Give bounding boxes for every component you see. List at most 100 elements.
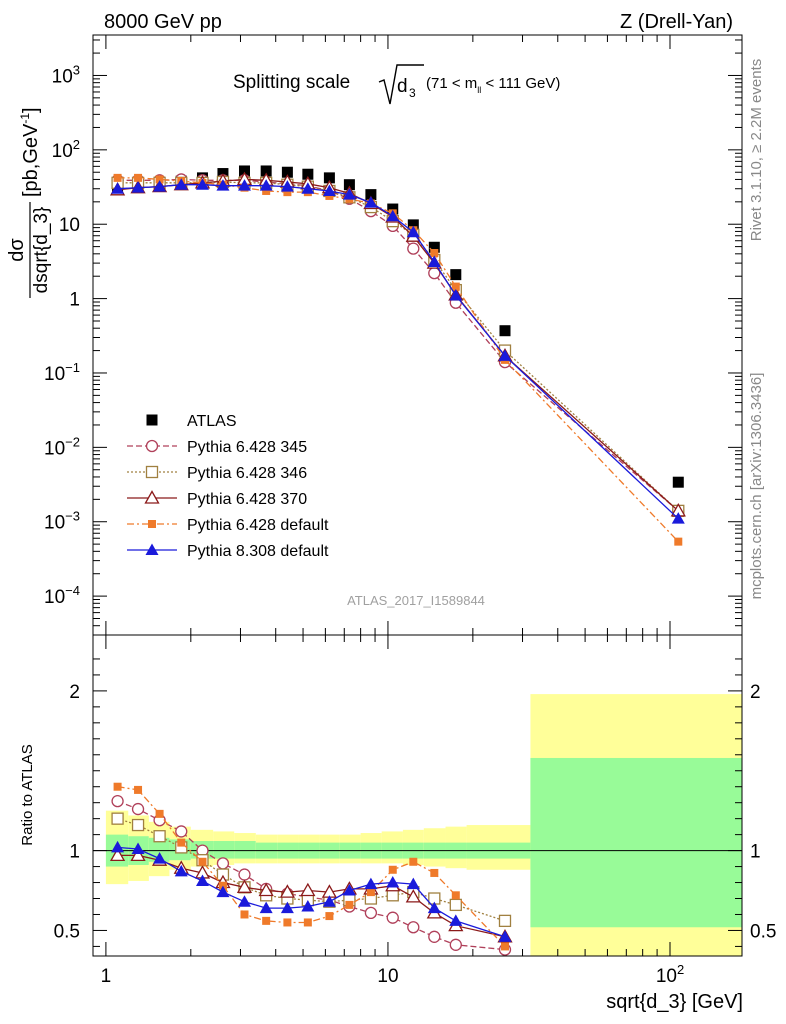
legend-entry: Pythia 6.428 346 bbox=[127, 465, 307, 482]
data-point bbox=[450, 269, 462, 281]
ratio-point bbox=[301, 899, 315, 912]
y-tick-label: 103 bbox=[52, 62, 80, 87]
ratio-point bbox=[238, 868, 251, 881]
data-point bbox=[302, 168, 314, 180]
sqrt-symbol bbox=[378, 64, 424, 105]
ratio-point bbox=[130, 847, 146, 862]
ratio-y-label: Ratio to ATLAS bbox=[19, 744, 36, 845]
ratio-point bbox=[449, 914, 463, 926]
ratio-point bbox=[111, 812, 124, 825]
mc-point bbox=[407, 242, 420, 255]
x-axis-label: sqrt{d_3} [GeV] bbox=[606, 991, 743, 1013]
ratio-point bbox=[364, 877, 378, 890]
ratio-point bbox=[498, 914, 512, 928]
ratio-point bbox=[262, 916, 271, 925]
ratio-frame bbox=[92, 634, 743, 957]
legend-entry: Pythia 6.428 370 bbox=[127, 490, 307, 508]
ratio-point bbox=[258, 882, 274, 897]
ratio-y-tick-label-right: 2 bbox=[750, 682, 761, 703]
ratio-point bbox=[131, 842, 145, 854]
y-tick-label: 10−1 bbox=[44, 360, 80, 385]
legend: ATLAS Pythia 6.428 345 Pythia 6.428 346 Pyt… bbox=[127, 413, 329, 560]
mc-point bbox=[155, 175, 164, 184]
ratio-point bbox=[109, 847, 126, 862]
mc-point bbox=[406, 225, 420, 238]
legend-label: Pythia 6.428 345 bbox=[187, 439, 307, 456]
title-math-sub: 3 bbox=[409, 86, 416, 100]
y-tick-label: 102 bbox=[52, 137, 80, 162]
y-label-denominator: dsqrt{d_3} bbox=[31, 207, 52, 294]
ratio-point bbox=[175, 825, 188, 838]
mc-point bbox=[237, 179, 251, 191]
ratio-point bbox=[198, 857, 207, 866]
mc-point bbox=[131, 181, 145, 193]
ratio-y-tick-label: 2 bbox=[69, 682, 80, 703]
ratio-point bbox=[325, 912, 334, 921]
series-layer bbox=[109, 165, 686, 956]
mc-point bbox=[671, 512, 685, 524]
legend-marker bbox=[145, 465, 159, 479]
ratio-point bbox=[280, 901, 294, 914]
data-point bbox=[387, 203, 399, 215]
mc-point bbox=[386, 209, 400, 222]
legend-entry: Pythia 6.428 default bbox=[127, 517, 329, 534]
data-point bbox=[365, 189, 377, 201]
ratio-point bbox=[111, 840, 125, 853]
ratio-point bbox=[113, 782, 122, 791]
ratio-point bbox=[303, 918, 312, 927]
ratio-point bbox=[322, 895, 336, 907]
inner-band-bin bbox=[530, 757, 742, 928]
ratio-point bbox=[153, 830, 166, 843]
ratio-point bbox=[134, 785, 143, 794]
y-tick-label: 10−4 bbox=[44, 583, 80, 608]
ratio-point bbox=[449, 938, 462, 951]
legend-marker bbox=[145, 439, 159, 453]
x-tick-label: 10 bbox=[377, 966, 398, 987]
ratio-point bbox=[364, 906, 378, 920]
ratio-point bbox=[300, 882, 316, 897]
mc-point bbox=[430, 249, 439, 258]
mc-point bbox=[283, 188, 292, 197]
plot-title: Splitting scale d 3 (71 < mll < 111 GeV) bbox=[233, 64, 560, 105]
y-label-numerator: dσ bbox=[6, 238, 28, 262]
ratio-point bbox=[342, 884, 356, 896]
data-point bbox=[238, 165, 250, 177]
ratio-point bbox=[428, 930, 441, 943]
ratio-point bbox=[409, 857, 418, 866]
ratio-point bbox=[451, 891, 460, 900]
ratio-point bbox=[386, 876, 400, 888]
ratio-point bbox=[237, 895, 251, 907]
ratio-point bbox=[177, 838, 186, 847]
ratio-uncertainty-bands bbox=[93, 694, 742, 956]
ratio-y-tick-label-right: 0.5 bbox=[750, 921, 776, 942]
ratio-point bbox=[131, 818, 145, 832]
legend-entry: Pythia 8.308 default bbox=[127, 543, 329, 560]
ratio-point bbox=[366, 888, 375, 897]
legend-label: Pythia 6.428 default bbox=[187, 517, 329, 534]
inner-band-bin bbox=[213, 841, 235, 859]
mc-point bbox=[153, 180, 167, 192]
mc-point bbox=[113, 173, 122, 182]
rivet-label: Rivet 3.1.10, ≥ 2.2M events bbox=[748, 59, 765, 242]
ratio-point bbox=[388, 865, 397, 874]
ratio-point bbox=[131, 802, 145, 816]
mc-point bbox=[342, 188, 356, 200]
ratio-point bbox=[240, 910, 249, 919]
mc-point bbox=[449, 289, 463, 301]
data-point bbox=[499, 325, 511, 337]
ratio-point bbox=[195, 874, 209, 886]
mc-point bbox=[216, 179, 230, 191]
main-series-5 bbox=[111, 178, 685, 524]
header-left: 8000 GeV pp bbox=[104, 11, 222, 33]
ratio-point bbox=[216, 885, 230, 898]
legend-label: Pythia 6.428 346 bbox=[187, 465, 307, 482]
data-point bbox=[428, 241, 440, 253]
data-point bbox=[260, 165, 272, 177]
legend-marker bbox=[148, 520, 156, 528]
mc-point bbox=[262, 186, 271, 195]
mc-point bbox=[134, 173, 143, 182]
ratio-y-tick-label-right: 1 bbox=[750, 842, 761, 863]
mc-point bbox=[301, 182, 315, 194]
legend-marker bbox=[144, 490, 160, 504]
